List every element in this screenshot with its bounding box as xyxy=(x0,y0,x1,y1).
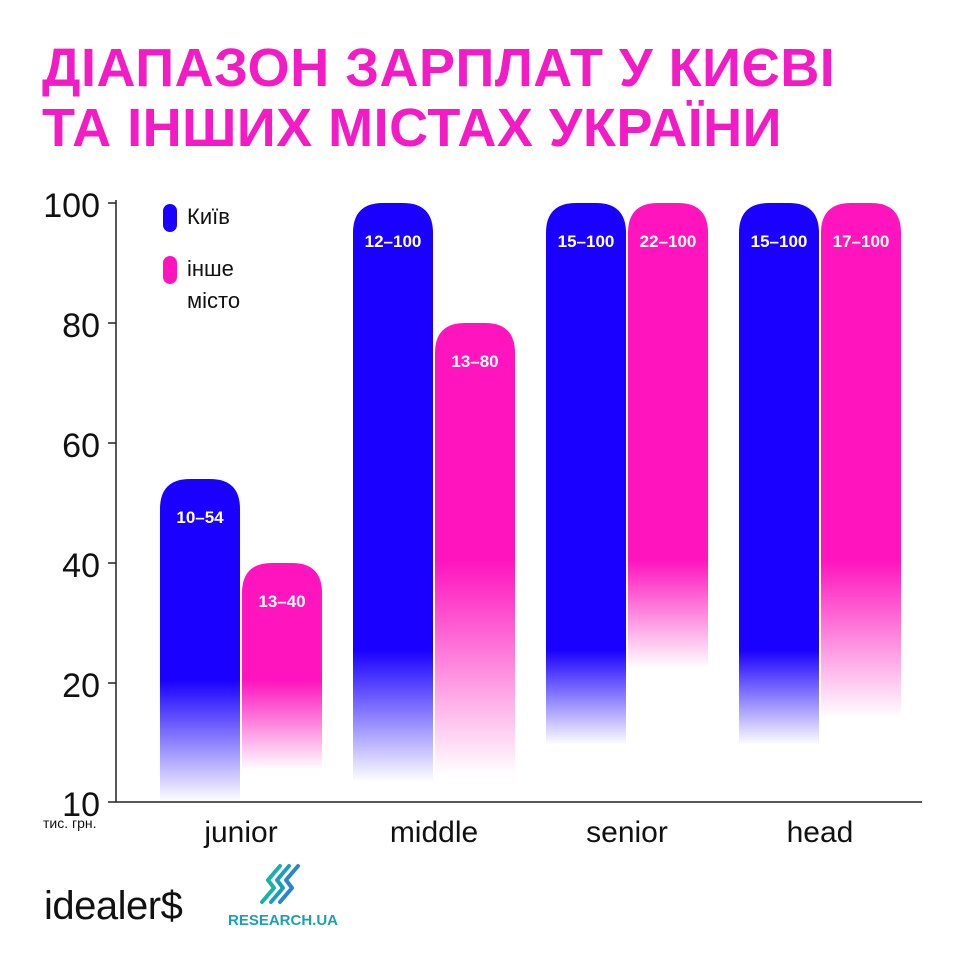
data-label-head-other-city: 17–100 xyxy=(833,232,890,251)
bar-head-other-city xyxy=(821,203,901,718)
research-wave-icon xyxy=(260,864,300,904)
data-label-middle-other-city: 13–80 xyxy=(451,352,498,371)
x-tick-label-head: head xyxy=(787,816,854,849)
bar-senior-kyiv xyxy=(546,203,626,745)
research-ua-label: RESEARCH.UA xyxy=(228,912,339,929)
bar-junior-other-city xyxy=(242,563,322,770)
data-label-junior-kyiv: 10–54 xyxy=(176,508,224,527)
chart-title-line-2: ТА ІНШИХ МІСТАХ УКРАЇНИ xyxy=(42,98,782,158)
legend-label-other-city: інше місто xyxy=(187,256,240,313)
bar-middle-other-city xyxy=(435,323,515,775)
y-axis-unit-label: тис. грн. xyxy=(43,815,97,831)
bar-head-kyiv xyxy=(739,203,819,745)
y-tick-label-20: 20 xyxy=(62,667,100,705)
x-tick-label-senior: senior xyxy=(586,816,668,849)
research-ua-logo: RESEARCH.UA xyxy=(228,862,338,932)
y-tick-label-40: 40 xyxy=(62,547,100,585)
idealers-logo: idealer$ xyxy=(44,884,183,928)
legend-label-kyiv: Київ xyxy=(187,204,230,229)
x-tick-label-junior: junior xyxy=(203,816,277,849)
data-label-middle-kyiv: 12–100 xyxy=(365,232,422,251)
y-tick-label-100: 100 xyxy=(43,187,100,225)
legend-swatch-other-city xyxy=(163,256,177,284)
data-label-senior-kyiv: 15–100 xyxy=(558,232,615,251)
y-tick-label-60: 60 xyxy=(62,427,100,465)
y-tick-label-80: 80 xyxy=(62,307,100,345)
legend-swatch-kyiv xyxy=(163,204,177,232)
x-tick-label-middle: middle xyxy=(390,816,478,849)
y-tick-label-10: 10 xyxy=(62,786,100,824)
chart-title: ДІАПАЗОН ЗАРПЛАТ У КИЄВІ ТА ІНШИХ МІСТАХ… xyxy=(42,38,835,158)
bar-senior-other-city xyxy=(628,203,708,668)
chart-title-line-1: ДІАПАЗОН ЗАРПЛАТ У КИЄВІ xyxy=(42,38,836,98)
data-label-junior-other-city: 13–40 xyxy=(258,592,305,611)
data-label-head-kyiv: 15–100 xyxy=(751,232,808,251)
data-label-senior-other-city: 22–100 xyxy=(640,232,697,251)
bar-junior-kyiv xyxy=(160,479,240,802)
bar-middle-kyiv xyxy=(353,203,433,782)
